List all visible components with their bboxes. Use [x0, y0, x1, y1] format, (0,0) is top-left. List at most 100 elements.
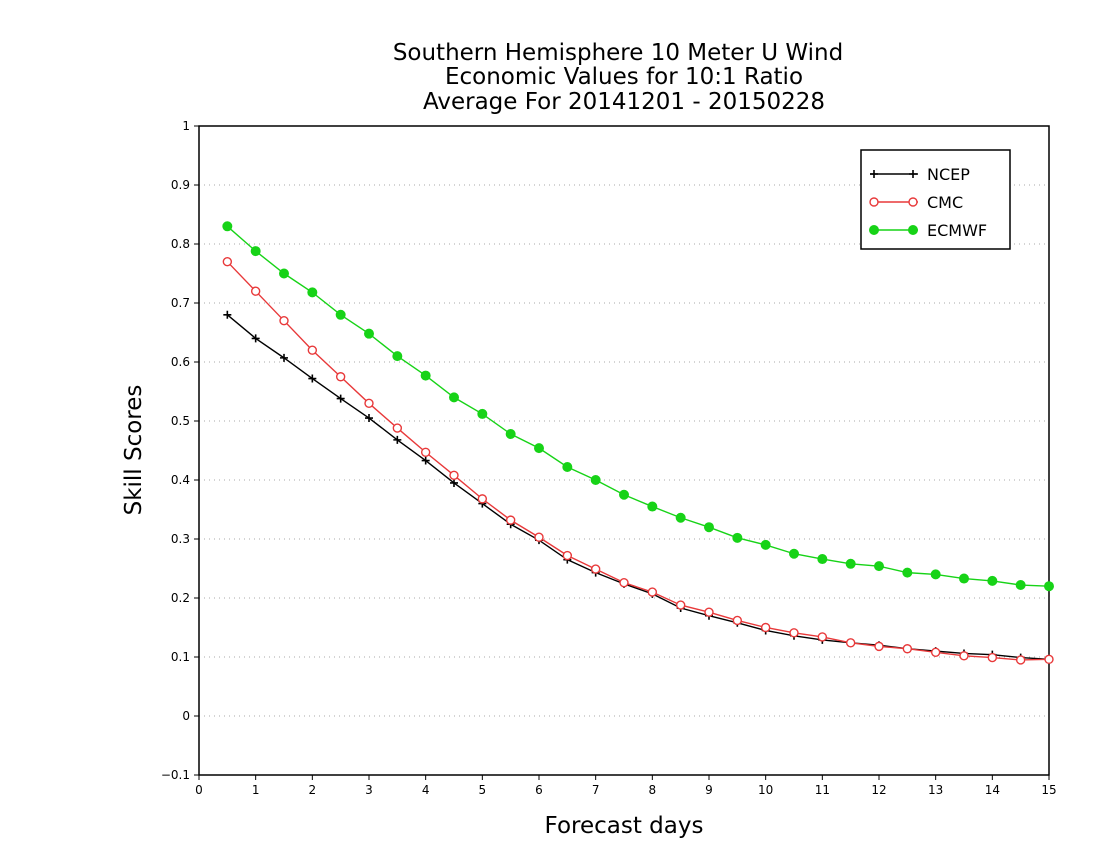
legend-label-ncep: NCEP: [927, 165, 970, 184]
data-point-ecmwf: [335, 309, 346, 320]
data-point-cmc: [364, 398, 374, 408]
data-point-cmc: [562, 550, 573, 561]
data-point-ecmwf: [789, 548, 799, 559]
series-cmc: [222, 257, 1054, 665]
data-point-ecmwf: [619, 489, 629, 500]
data-point-ecmwf: [902, 567, 913, 578]
data-point-cmc: [789, 628, 799, 638]
y-tick-label: 0.5: [171, 414, 190, 428]
x-tick-label: 13: [928, 783, 943, 797]
data-point-cmc: [222, 257, 233, 267]
data-point-ecmwf: [1044, 581, 1054, 592]
x-tick-label: 12: [871, 783, 886, 797]
y-axis-label: Skill Scores: [121, 385, 147, 516]
data-point-cmc: [930, 647, 941, 657]
legend-marker-ncep: [870, 170, 878, 178]
data-point-cmc: [704, 607, 714, 617]
legend-entry-cmc: CMC: [869, 193, 963, 212]
series-ecmwf: [222, 221, 1054, 592]
x-tick-label: 3: [365, 783, 373, 797]
legend-marker-cmc: [869, 197, 879, 207]
data-point-cmc: [647, 587, 658, 597]
data-point-ncep: [336, 394, 345, 403]
data-point-ecmwf: [534, 443, 544, 454]
data-point-ecmwf: [1015, 580, 1026, 591]
data-point-cmc: [250, 286, 261, 296]
data-point-ecmwf: [307, 287, 318, 298]
chart-title-line-2: Economic Values for 10:1 Ratio: [445, 64, 803, 90]
data-point-ecmwf: [732, 532, 743, 543]
series-line-ncep: [226, 314, 1050, 661]
data-point-cmc: [392, 423, 403, 433]
y-tick-label: 0.1: [171, 650, 190, 664]
legend-box: [860, 149, 1011, 250]
x-tick-label: 11: [815, 783, 830, 797]
x-axis-label: Forecast days: [545, 813, 704, 839]
legend-label-ecmwf: ECMWF: [927, 221, 987, 240]
data-point-ecmwf: [590, 475, 601, 485]
data-point-cmc: [874, 641, 884, 652]
data-point-ecmwf: [987, 575, 998, 586]
data-point-ecmwf: [647, 501, 658, 512]
legend-marker-cmc: [908, 197, 918, 207]
data-point-ncep: [308, 374, 317, 383]
x-tick-label: 5: [479, 783, 487, 797]
data-point-cmc: [959, 651, 969, 661]
legend: NCEP CMC ECMWF: [860, 149, 1011, 250]
data-point-cmc: [760, 622, 771, 633]
x-tick-label: 9: [705, 783, 713, 797]
data-point-cmc: [279, 316, 289, 326]
data-point-cmc: [1015, 655, 1026, 665]
data-point-cmc: [902, 644, 913, 654]
data-point-ecmwf: [704, 522, 714, 533]
data-point-cmc: [307, 345, 318, 355]
data-point-cmc: [335, 372, 346, 382]
data-point-ecmwf: [675, 512, 686, 523]
chart-title-line-3: Average For 20141201 - 20150228: [423, 89, 825, 115]
data-point-ecmwf: [930, 569, 941, 580]
data-point-cmc: [505, 515, 516, 525]
x-tick-label: 2: [309, 783, 317, 797]
legend-entry-ecmwf: ECMWF: [869, 221, 987, 240]
data-point-cmc: [845, 638, 856, 648]
y-tick-label: 0.7: [171, 296, 190, 310]
data-point-ncep: [280, 353, 288, 362]
data-point-cmc: [619, 577, 629, 588]
legend-label-cmc: CMC: [927, 193, 963, 212]
series-ncep: [223, 310, 1053, 664]
data-point-ecmwf: [845, 558, 856, 569]
legend-marker-ncep: [909, 170, 917, 178]
legend-marker-ecmwf: [908, 225, 918, 235]
series-line-cmc: [226, 261, 1050, 661]
data-point-ncep: [421, 456, 430, 465]
y-tick-label: 0.2: [171, 591, 190, 605]
axis-ticks: −0.100.10.20.30.40.50.60.70.80.910 1 2 3 4 5 6…: [161, 119, 1057, 797]
y-tick-label: 0.3: [171, 532, 190, 546]
y-tick-label: 1: [182, 119, 190, 133]
data-point-cmc: [477, 494, 488, 504]
data-point-ncep: [450, 478, 458, 487]
data-point-cmc: [817, 632, 828, 642]
legend-marker-ecmwf: [869, 225, 879, 235]
y-tick-label: 0.6: [171, 355, 190, 369]
series-line-ecmwf: [226, 225, 1050, 587]
data-point-ecmwf: [364, 328, 374, 339]
data-point-ecmwf: [449, 392, 459, 403]
x-tick-label: 10: [758, 783, 773, 797]
y-tick-label: 0.8: [171, 237, 190, 251]
x-tick-label: 15: [1041, 783, 1056, 797]
data-point-ecmwf: [420, 370, 431, 381]
data-point-ecmwf: [959, 573, 969, 584]
data-point-cmc: [732, 615, 743, 626]
data-point-ecmwf: [760, 539, 771, 550]
x-tick-label: 14: [985, 783, 1000, 797]
y-tick-label: 0.9: [171, 178, 190, 192]
data-point-ecmwf: [250, 246, 261, 257]
data-point-ecmwf: [477, 408, 488, 419]
data-point-ecmwf: [222, 221, 233, 232]
x-tick-label: 1: [252, 783, 260, 797]
series-layer: [222, 221, 1054, 665]
data-point-ecmwf: [817, 554, 828, 565]
data-point-ecmwf: [279, 268, 289, 279]
